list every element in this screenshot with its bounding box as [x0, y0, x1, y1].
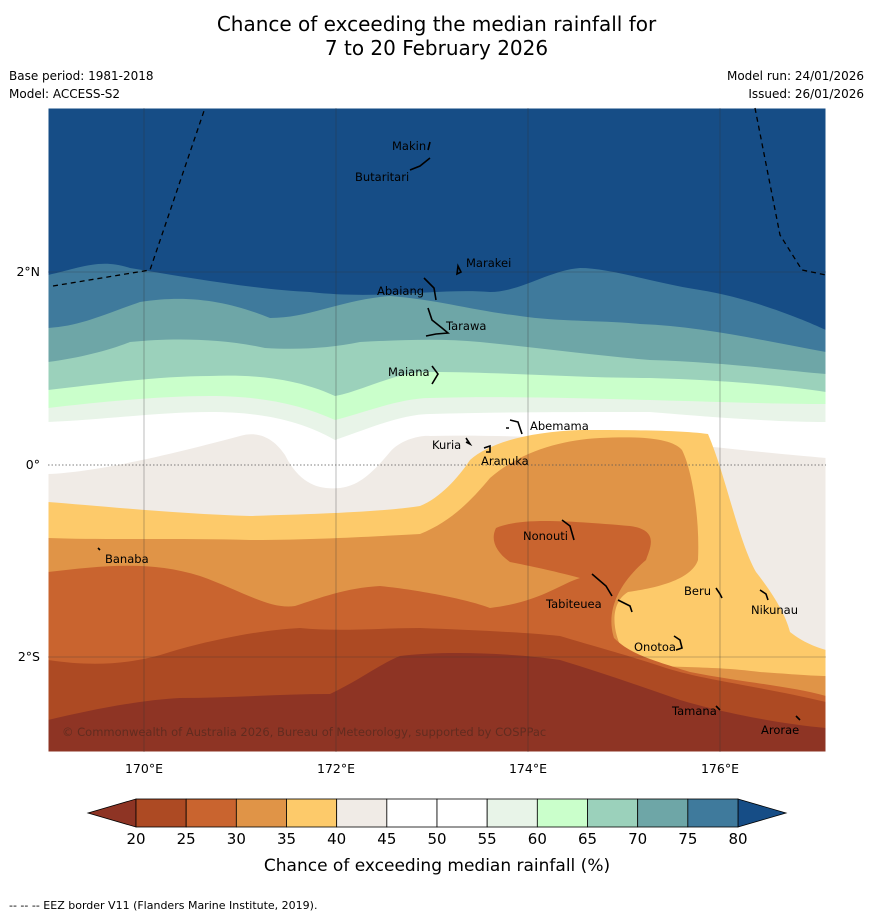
- colorbar-segment-35-40: [286, 798, 338, 828]
- model-name: Model: ACCESS-S2: [9, 87, 121, 101]
- label-beru: Beru: [684, 584, 711, 598]
- contour-layer: [48, 108, 826, 752]
- colorbar-tick-75: 75: [678, 830, 697, 848]
- island-abemama: [506, 419, 523, 435]
- label-tarawa: Tarawa: [445, 319, 486, 333]
- colorbar-tick-40: 40: [327, 830, 346, 848]
- x-axis-labels: 170°E 172°E 174°E 176°E: [125, 761, 739, 776]
- island-arorae: [795, 715, 801, 721]
- label-tabiteuea: Tabiteuea: [545, 597, 602, 611]
- map-overlay: Makin Butaritari Marakei Abaiang Tarawa …: [16, 107, 827, 776]
- colorbar-tick-30: 30: [227, 830, 246, 848]
- colorbar: 20 25 30 35 40 45 50 55 60 65 70 75 80 Chance of exc…: [86, 798, 788, 876]
- colorbar-tick-35: 35: [277, 830, 296, 848]
- label-arorae: Arorae: [761, 723, 799, 737]
- label-onotoa: Onotoa: [634, 640, 676, 654]
- y-axis-labels: 2°N 0° 2°S: [16, 264, 40, 664]
- colorbar-tick-20: 20: [126, 830, 145, 848]
- colorbar-segment-70-75: [637, 798, 689, 828]
- colorbar-tick-80: 80: [728, 830, 747, 848]
- colorbar-segment-65-70: [587, 798, 639, 828]
- y-tick-2n: 2°N: [16, 264, 40, 279]
- colorbar-segment-75-80: [687, 798, 739, 828]
- issued-date: Issued: 26/01/2026: [748, 87, 864, 101]
- title-line-1: Chance of exceeding the median rainfall …: [216, 12, 657, 36]
- colorbar-segment-50-55: [436, 798, 488, 828]
- colorbar-tick-65: 65: [578, 830, 597, 848]
- meta-left: Base period: 1981-2018 Model: ACCESS-S2: [9, 67, 154, 103]
- islands: [97, 141, 801, 721]
- island-nonouti: [561, 519, 575, 541]
- colorbar-segment-25-30: [185, 798, 237, 828]
- label-banaba: Banaba: [105, 552, 149, 566]
- place-labels: Makin Butaritari Marakei Abaiang Tarawa …: [105, 139, 799, 737]
- label-marakei: Marakei: [466, 256, 511, 270]
- x-tick-174e: 174°E: [509, 761, 547, 776]
- colorbar-tick-50: 50: [427, 830, 446, 848]
- island-tabiteuea: [591, 573, 633, 613]
- island-marakei: [456, 263, 463, 276]
- x-tick-176e: 176°E: [701, 761, 739, 776]
- island-kuria: [465, 437, 473, 447]
- colorbar-tick-60: 60: [528, 830, 547, 848]
- x-tick-172e: 172°E: [317, 761, 355, 776]
- meta-right: Model run: 24/01/2026 Issued: 26/01/2026: [727, 67, 864, 103]
- y-tick-2s: 2°S: [18, 649, 40, 664]
- label-nikunau: Nikunau: [751, 603, 798, 617]
- colorbar-label: Chance of exceeding median rainfall (%): [264, 856, 610, 876]
- colorbar-segment-45-50: [386, 798, 438, 828]
- island-banaba: [97, 547, 101, 551]
- colorbar-segment-40-45: [336, 798, 388, 828]
- label-butaritari: Butaritari: [355, 170, 409, 184]
- island-tamana: [715, 705, 721, 711]
- island-makin: [427, 141, 431, 151]
- island-butaritari: [409, 157, 431, 171]
- graticule: [48, 108, 826, 752]
- x-tick-170e: 170°E: [125, 761, 163, 776]
- colorbar-tick-25: 25: [177, 830, 196, 848]
- label-abemama: Abemama: [530, 419, 589, 433]
- colorbar-tick-45: 45: [377, 830, 396, 848]
- label-aranuka: Aranuka: [481, 454, 529, 468]
- colorbar-segment-55-60: [486, 798, 538, 828]
- island-beru: [715, 587, 723, 599]
- island-nikunau: [759, 589, 769, 601]
- island-tarawa: [425, 307, 451, 337]
- y-tick-0: 0°: [26, 457, 40, 472]
- band-under-20: [48, 653, 826, 752]
- model-run: Model run: 24/01/2026: [726, 69, 864, 83]
- island-onotoa: [673, 635, 683, 651]
- colorbar-segment-30-35: [235, 798, 287, 828]
- base-period: Base period: 1981-2018: [9, 69, 154, 83]
- island-aranuka: [483, 444, 491, 453]
- island-maiana: [431, 365, 439, 385]
- colorbar-under-arrow: [86, 798, 137, 828]
- colorbar-segment-20-25: [135, 798, 187, 828]
- eez-footnote: -- -- -- EEZ border V11 (Flanders Marine…: [9, 899, 318, 912]
- chart-title: Chance of exceeding the median rainfall …: [0, 12, 873, 60]
- label-makin: Makin: [392, 139, 426, 153]
- label-nonouti: Nonouti: [523, 529, 568, 543]
- colorbar-tick-70: 70: [628, 830, 647, 848]
- label-abaiang: Abaiang: [377, 284, 424, 298]
- colorbar-tick-55: 55: [478, 830, 497, 848]
- eez-border: [52, 107, 827, 287]
- copyright-text: © Commonwealth of Australia 2026, Bureau…: [62, 725, 546, 739]
- label-tamana: Tamana: [671, 704, 717, 718]
- island-abaiang: [423, 277, 437, 301]
- title-line-2: 7 to 20 February 2026: [324, 36, 549, 60]
- label-kuria: Kuria: [432, 438, 461, 452]
- label-maiana: Maiana: [388, 365, 430, 379]
- colorbar-segment-60-65: [536, 798, 588, 828]
- colorbar-over-arrow: [737, 798, 788, 828]
